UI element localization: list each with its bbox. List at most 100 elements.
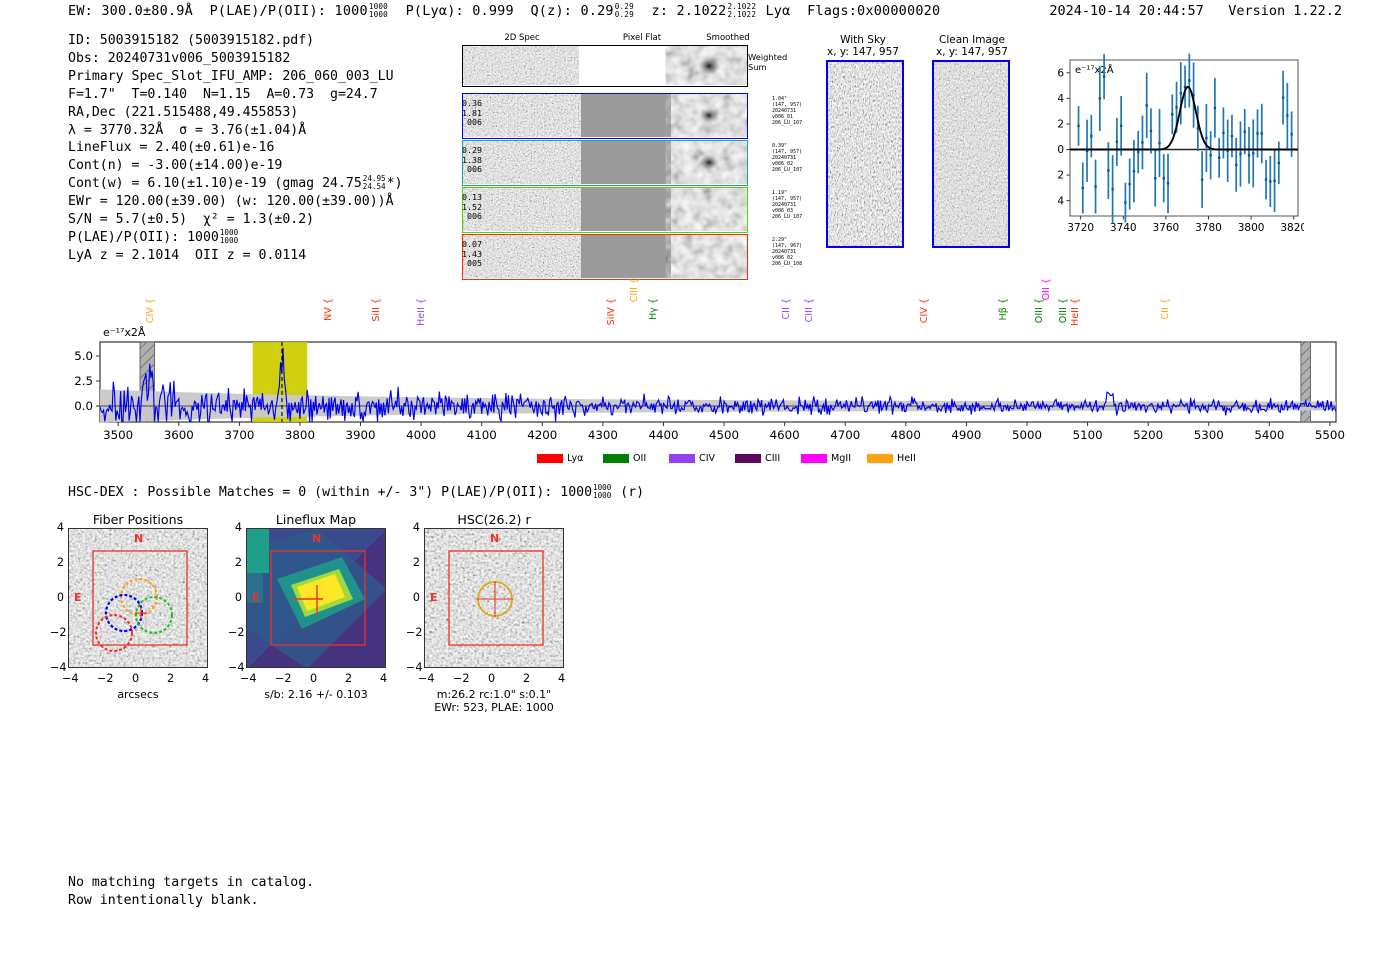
fiber-identity-value: (147, 957)	[772, 149, 803, 156]
panel-xtick: 2	[167, 672, 175, 685]
panel-ytick: 2	[234, 556, 242, 569]
spectrum-xtick: 3600	[163, 428, 194, 442]
footer-line-1: No matching targets in catalog.	[68, 875, 315, 890]
fiber-identity-value: v006_02	[772, 161, 794, 168]
emission-line-label: CIII {	[629, 278, 641, 303]
plya-value: 0.999	[472, 3, 514, 19]
panel-xtick: 0	[132, 672, 140, 685]
ew-label: EW:	[68, 3, 93, 19]
panel-image[interactable]	[246, 528, 386, 668]
panel-title: Fiber Positions	[92, 512, 184, 527]
plae-label: P(LAE)/P(OII):	[209, 3, 327, 19]
gaussian-fit-curve	[1070, 85, 1298, 151]
emission-line-label: CII {	[1160, 298, 1172, 320]
fiber-image-strip	[463, 141, 747, 184]
legend-color-swatch	[801, 454, 827, 463]
weighted-sum-label: Weighted Sum	[748, 52, 788, 72]
gmag-range: 24.95 24.54	[362, 174, 386, 192]
z-value: 2.1022	[676, 3, 727, 19]
panel-ytick: −2	[50, 626, 67, 639]
panel-ytick: 0	[56, 591, 64, 604]
panel-ytick: 2	[412, 556, 420, 569]
fiber-metric-value: 0.29	[462, 145, 482, 155]
compass-north: N	[312, 532, 322, 545]
fiber-metric-value: 006	[467, 117, 482, 128]
z-line-name: Lyα	[765, 3, 791, 19]
2d-spectrum-panel: 2D Spec Pixel Flat Smoothed Weighted Sum	[438, 33, 802, 280]
fiber-row-metrics: 0.13 1.52 006	[460, 192, 482, 222]
z-label: z:	[651, 3, 669, 19]
emission-line-label: HeII {	[416, 298, 428, 326]
legend-label: HeII	[897, 453, 916, 464]
emission-line-label: Hβ {	[997, 298, 1009, 321]
emission-line-label: SiIV {	[605, 298, 617, 326]
line-plot-ytick: 6	[1057, 67, 1064, 79]
fiber-metric-value: 1.38	[462, 154, 482, 165]
legend-item: CIII	[735, 453, 780, 464]
fiber-identity-value: 206_LU_107	[772, 214, 803, 221]
cutout-image-with-sky[interactable]	[826, 60, 904, 248]
legend-color-swatch	[537, 454, 563, 463]
emission-line-label: HeII {	[1070, 298, 1082, 326]
spectrum-xtick: 4200	[527, 428, 558, 442]
panel-ytick: 4	[234, 521, 242, 534]
spectrum-xtick: 4900	[951, 428, 982, 442]
fiber-metric-value: 006	[467, 211, 482, 222]
panel-xtick: 2	[345, 672, 353, 685]
spectrum-xtick: 4700	[830, 428, 861, 442]
fiber-metric-value: 0.07	[462, 239, 482, 249]
fiber-image-strip	[463, 188, 747, 231]
full-spectrum-plot[interactable]: e⁻¹⁷x2Å CIV {NV {SiII {HeII {SiIV {CIII …	[60, 270, 1345, 470]
fiber-metric-value: 0.36	[462, 98, 482, 108]
legend-color-swatch	[669, 454, 695, 463]
legend-item: HeII	[867, 453, 916, 464]
header-timestamp-block: 2024-10-14 20:44:57 Version 1.22.2	[1049, 3, 1342, 19]
fiber-identity-value: 20240731	[772, 108, 797, 115]
line-plot-xtick: 3740	[1110, 222, 1137, 234]
compass-north: N	[490, 532, 500, 545]
fiber-identity-value: 206_LU_107	[772, 167, 803, 174]
line-plot-ytick: 4	[1057, 93, 1064, 105]
line-plot-flux-unit: e⁻¹⁷x2Å	[1075, 63, 1114, 76]
fiber-identity-value: 20240731	[772, 155, 797, 162]
fiber-metric-value: 005	[467, 258, 482, 269]
spectrum-xtick: 5300	[1193, 428, 1224, 442]
fiber-image-strip	[463, 235, 747, 278]
clean-image-pixels	[934, 62, 1008, 246]
cutout-image-clean[interactable]	[932, 60, 1010, 248]
spectrum-xtick: 4600	[769, 428, 800, 442]
info-line-obs: Obs: 20240731v006_5003915182	[68, 50, 291, 66]
footer-line-2: Row intentionally blank.	[68, 893, 259, 908]
qz-range: 0.29 0.29	[614, 2, 634, 19]
spectrum-xtick: 5200	[1133, 428, 1164, 442]
panel-caption-line: m:26.2 rc:1.0" s:0.1"	[436, 688, 552, 701]
emission-line-fit-plot[interactable]: 3720 3740 3760 3780 3800 3820 4 2 0 2 4 6 e⁻¹⁷x2Å	[1036, 52, 1307, 242]
panel-caption: s/b: 2.16 +/- 0.103	[214, 688, 418, 701]
legend-color-swatch	[735, 454, 761, 463]
footer-note-block: No matching targets in catalog. Row inte…	[68, 874, 314, 910]
qz-value: 0.29	[580, 3, 614, 19]
panel-caption-line: EWr: 523, PLAE: 1000	[434, 701, 554, 714]
col-title-pixel-flat: Pixel Flat	[622, 33, 662, 43]
header-summary-line: EW: 300.0±80.9Å P(LAE)/P(OII): 1000 1000 1…	[68, 2, 940, 20]
spectrum-trace	[99, 347, 1337, 424]
panel-caption-line: arcsecs	[117, 688, 159, 701]
panel-caption: arcsecs	[36, 688, 240, 701]
panel-ytick: 4	[56, 521, 64, 534]
emission-line-label: CIV {	[144, 298, 156, 324]
panel-image[interactable]	[424, 528, 564, 668]
panel-ytick: 0	[234, 591, 242, 604]
emission-line-label: SiII {	[370, 298, 382, 322]
info-line-lambda: λ = 3770.32Å σ = 3.76(±1.04)Å	[68, 122, 307, 138]
panel-image[interactable]	[68, 528, 208, 668]
legend-item: OII	[603, 453, 646, 464]
info-line-cont-w: Cont(w) = 6.10(±1.10)e-19 (gmag 24.75 24.…	[68, 174, 403, 192]
panel-xtick: 4	[558, 672, 566, 685]
fiber-identity-value: (147, 957)	[772, 102, 803, 109]
line-plot-ytick: 2	[1057, 170, 1064, 182]
spectrum-xtick: 5100	[1072, 428, 1103, 442]
panel-ytick: 4	[412, 521, 420, 534]
ew-value: 300.0±80.9Å	[101, 3, 193, 19]
fiber-identity-value: v006_03	[772, 208, 794, 215]
panel-title: Lineflux Map	[275, 512, 357, 527]
